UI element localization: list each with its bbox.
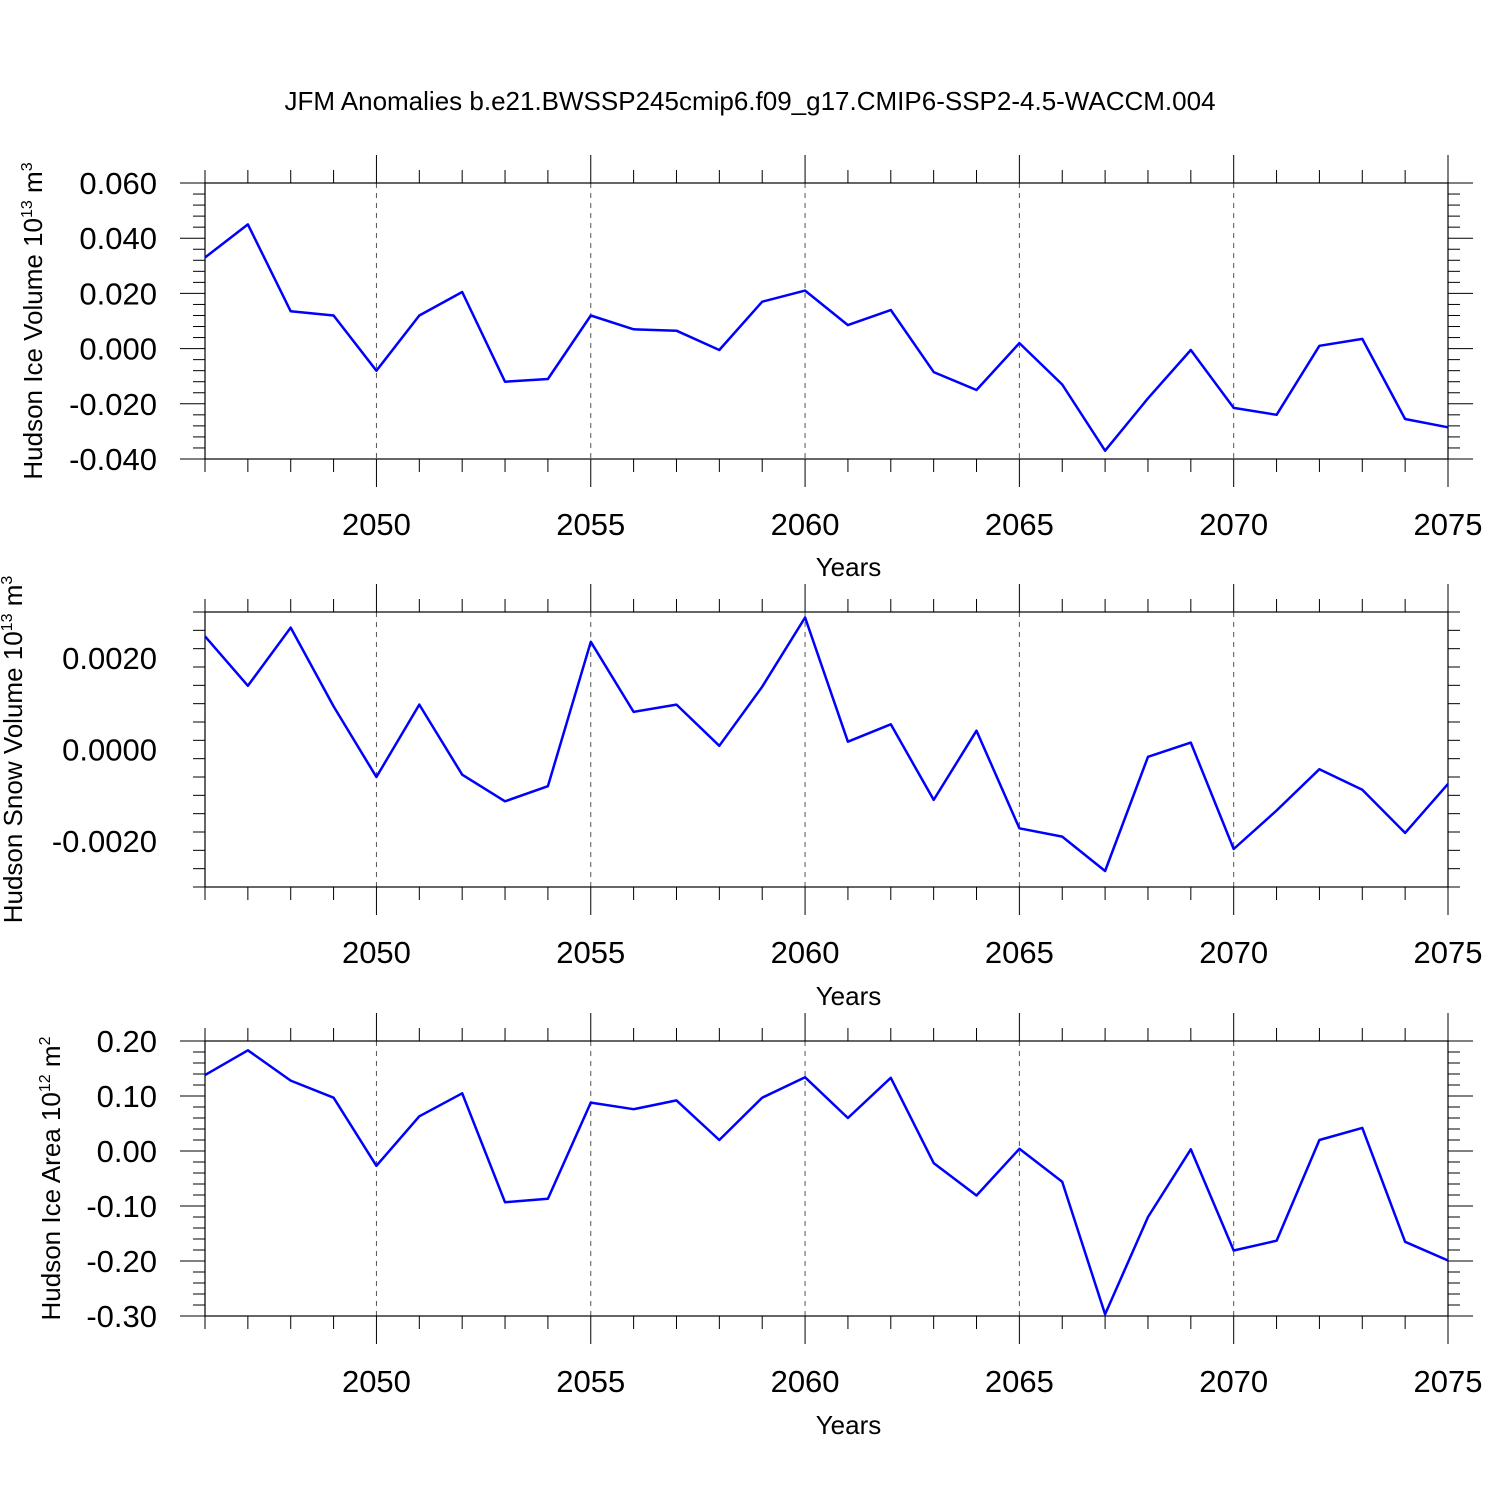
plot-frame xyxy=(204,182,1449,460)
x-tick-label: 2060 xyxy=(771,1364,840,1399)
y-tick-label: 0.040 xyxy=(79,221,157,256)
y-tick-label: -0.020 xyxy=(69,387,157,422)
x-tick-label: 2075 xyxy=(1414,1364,1483,1399)
y-tick-label: -0.10 xyxy=(86,1189,157,1224)
x-axis-label: Years xyxy=(816,1410,882,1440)
series-line xyxy=(204,616,1449,873)
x-tick-label: 2060 xyxy=(771,507,840,542)
y-tick-label: 0.060 xyxy=(79,166,157,201)
chart-panel-3: -0.30 -0.20 -0.10 0.00 0.10 0.20 2050 2055 2060 2… xyxy=(36,1013,1482,1440)
x-tick-label: 2070 xyxy=(1199,1364,1268,1399)
y-tick-label: 0.000 xyxy=(79,332,157,367)
x-tick-label: 2065 xyxy=(985,1364,1054,1399)
x-tick-label: 2070 xyxy=(1199,935,1268,970)
y-tick-label: 0.0000 xyxy=(62,733,157,768)
chart-panel-2: -0.0020 0.0000 0.0020 2050 2055 2060 2065 2070 2… xyxy=(0,576,1482,1011)
x-tick-label: 2070 xyxy=(1199,507,1268,542)
x-axis-label: Years xyxy=(816,981,882,1011)
y-axis-label: Hudson Ice Volume 1013 m3 xyxy=(18,162,48,479)
series-line xyxy=(204,1049,1449,1316)
x-tick-label: 2055 xyxy=(556,507,625,542)
series-line xyxy=(204,223,1449,452)
y-tick-label: -0.040 xyxy=(69,442,157,477)
y-tick-label: 0.0020 xyxy=(62,641,157,676)
figure-title: JFM Anomalies b.e21.BWSSP245cmip6.f09_g1… xyxy=(284,86,1216,116)
y-tick-label: -0.20 xyxy=(86,1244,157,1279)
y-tick-label: -0.30 xyxy=(86,1299,157,1334)
x-tick-label: 2065 xyxy=(985,507,1054,542)
chart-panel-1: -0.040 -0.020 0.000 0.020 0.040 0.060 2050 2055… xyxy=(18,155,1482,582)
x-tick-label: 2050 xyxy=(342,935,411,970)
y-axis-label: Hudson Ice Area 1012 m2 xyxy=(36,1036,66,1320)
x-tick-label: 2060 xyxy=(771,935,840,970)
x-tick-label: 2055 xyxy=(556,935,625,970)
y-tick-label: 0.20 xyxy=(97,1024,157,1059)
y-tick-label: -0.0020 xyxy=(52,824,157,859)
x-tick-label: 2050 xyxy=(342,507,411,542)
x-tick-label: 2065 xyxy=(985,935,1054,970)
x-tick-label: 2075 xyxy=(1414,935,1483,970)
plot-frame xyxy=(204,1040,1449,1317)
y-tick-label: 0.10 xyxy=(97,1079,157,1114)
x-tick-label: 2075 xyxy=(1414,507,1483,542)
plot-frame xyxy=(204,611,1449,888)
y-tick-label: 0.020 xyxy=(79,276,157,311)
x-tick-label: 2050 xyxy=(342,1364,411,1399)
y-axis-label: Hudson Snow Volume 1013 m3 xyxy=(0,576,28,924)
x-tick-label: 2055 xyxy=(556,1364,625,1399)
y-tick-label: 0.00 xyxy=(97,1134,157,1169)
x-axis-label: Years xyxy=(816,552,882,582)
